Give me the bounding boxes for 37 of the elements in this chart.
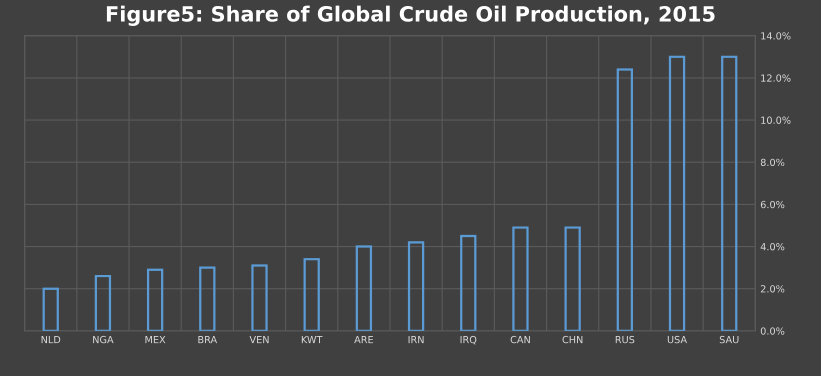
bar	[460, 234, 476, 331]
x-tick-label: RUS	[616, 336, 634, 344]
x-tick-label: USA	[668, 336, 688, 344]
x-tick-label: KWT	[302, 336, 323, 344]
bar	[94, 274, 112, 331]
x-tick-label: IRN	[408, 336, 424, 344]
bar	[721, 56, 738, 331]
y2-tick-label: 10.0%	[761, 116, 791, 124]
x-tick-label: ARE	[354, 336, 374, 344]
y2-tick-label: 0.0%	[760, 327, 784, 335]
bar	[251, 264, 268, 331]
bar	[146, 268, 164, 331]
bar	[616, 68, 633, 331]
x-tick-label: SAU	[720, 336, 738, 344]
y2-tick-label: 8.0%	[760, 158, 784, 166]
x-tick-label: MEX	[145, 336, 166, 344]
bar	[356, 245, 372, 331]
x-tick-label: CHN	[562, 336, 582, 344]
bar	[42, 288, 59, 331]
x-tick-label: IRQ	[460, 336, 476, 344]
x-tick-label: NGA	[93, 336, 114, 344]
bar	[512, 226, 529, 331]
y2-tick-label: 6.0%	[760, 200, 784, 208]
x-tick-label: CAN	[510, 336, 530, 344]
bar	[668, 56, 686, 331]
x-tick-label: NLD	[42, 336, 60, 344]
chart-title: Figure5: Share of Global Crude Oil Production, 2015	[106, 6, 715, 26]
bar	[199, 266, 216, 331]
x-tick-label: BRA	[198, 336, 218, 344]
bar	[564, 226, 581, 331]
y2-tick-label: 12.0%	[761, 74, 791, 82]
y2-tick-label: 2.0%	[760, 285, 784, 293]
x-tick-label: VEN	[250, 336, 269, 344]
y2-tick-label: 4.0%	[760, 243, 784, 250]
bar	[408, 241, 424, 331]
bar	[304, 258, 320, 331]
y2-tick-label: 14.0%	[761, 32, 791, 40]
